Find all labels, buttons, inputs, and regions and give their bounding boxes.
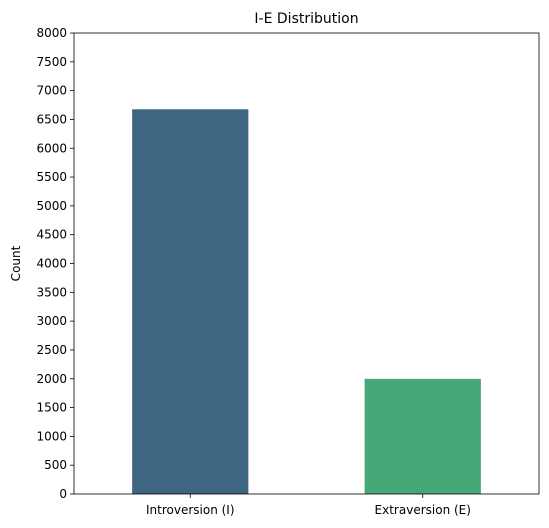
bar-0: [132, 109, 249, 494]
x-tick-label: Extraversion (E): [375, 503, 471, 517]
y-tick-label: 5000: [36, 199, 67, 213]
bars: [132, 109, 481, 494]
x-axis: Introversion (I) Extraversion (E): [146, 494, 471, 517]
chart-title: I-E Distribution: [254, 11, 358, 27]
y-tick-label: 6000: [36, 141, 67, 155]
y-tick-label: 7000: [36, 84, 67, 98]
y-tick-label: 4500: [36, 228, 67, 242]
y-tick-label: 4000: [36, 257, 67, 271]
y-tick-label: 500: [44, 458, 67, 472]
y-tick-label: 2000: [36, 372, 67, 386]
y-tick-label: 5500: [36, 170, 67, 184]
y-tick-label: 3500: [36, 285, 67, 299]
x-tick-label: Introversion (I): [146, 503, 235, 517]
y-tick-label: 8000: [36, 26, 67, 40]
y-tick-label: 1500: [36, 401, 67, 415]
y-tick-label: 2500: [36, 343, 67, 357]
y-tick-label: 1000: [36, 429, 67, 443]
bar-1: [364, 378, 481, 494]
plot-frame: [73, 32, 540, 495]
y-tick-label: 6500: [36, 112, 67, 126]
y-axis: 0 500 1000 1500 2000 2500 3000 3500 4000 4500 5000…: [36, 26, 74, 501]
y-tick-label: 0: [59, 487, 67, 501]
y-tick-label: 7500: [36, 55, 67, 69]
y-tick-label: 3000: [36, 314, 67, 328]
y-axis-label: Count: [9, 245, 23, 281]
